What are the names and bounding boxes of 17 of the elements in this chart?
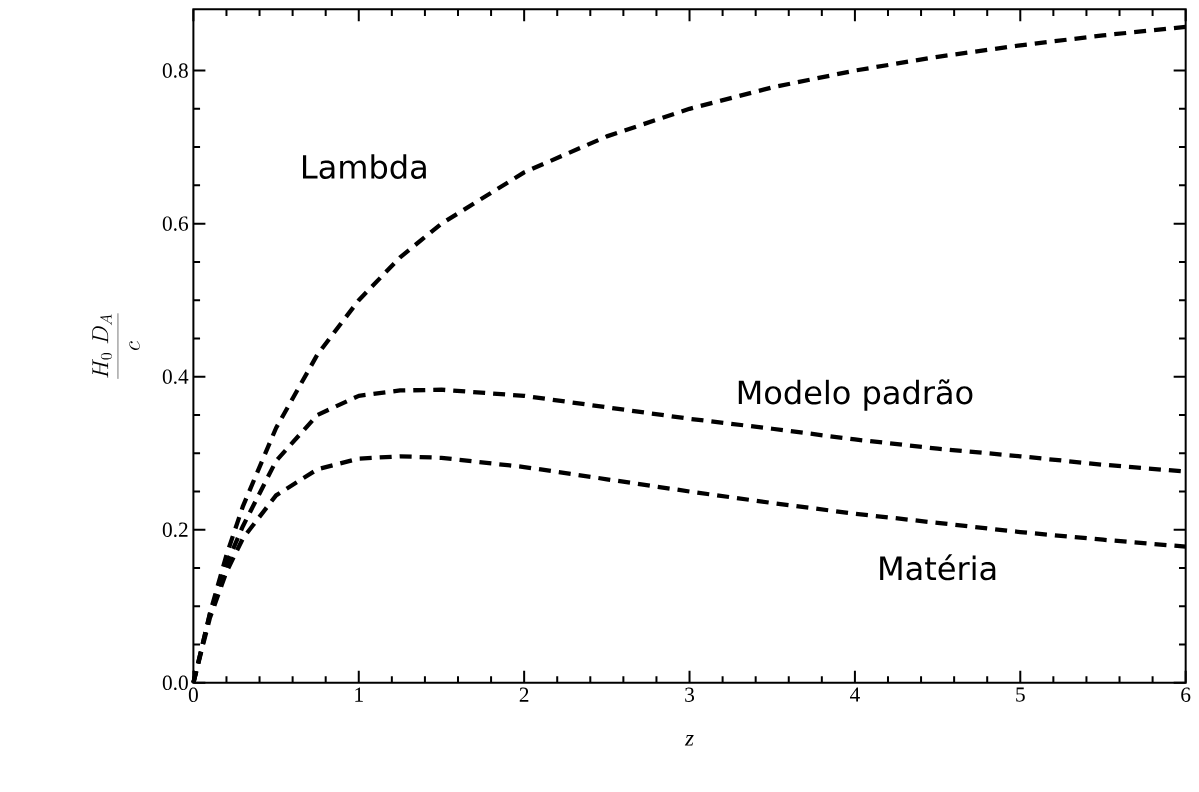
y-tick-label: 0.4: [162, 369, 189, 384]
x-tick-label: 2: [519, 687, 529, 702]
y-tick-label: 0.2: [162, 522, 188, 537]
y-tick-label: 0.8: [162, 63, 188, 78]
x-tick-label: 1: [355, 687, 363, 702]
x-axis-title: z: [684, 735, 694, 746]
x-tick-label: 0: [188, 687, 198, 702]
y-tick-label: 0.0: [162, 675, 188, 690]
series-label: Modelo padrão: [738, 379, 973, 411]
series-label: Lambda: [303, 154, 426, 179]
x-tick-label: 6: [1181, 687, 1191, 702]
x-tick-label: 4: [849, 687, 860, 702]
series-label: Matéria: [880, 554, 996, 581]
x-tick-label: 5: [1016, 687, 1025, 702]
x-tick-label: 3: [685, 687, 695, 702]
y-tick-label: 0.6: [162, 216, 189, 231]
y-axis-title: $\frac{H_0\ D_A}{c}$: [92, 313, 140, 379]
